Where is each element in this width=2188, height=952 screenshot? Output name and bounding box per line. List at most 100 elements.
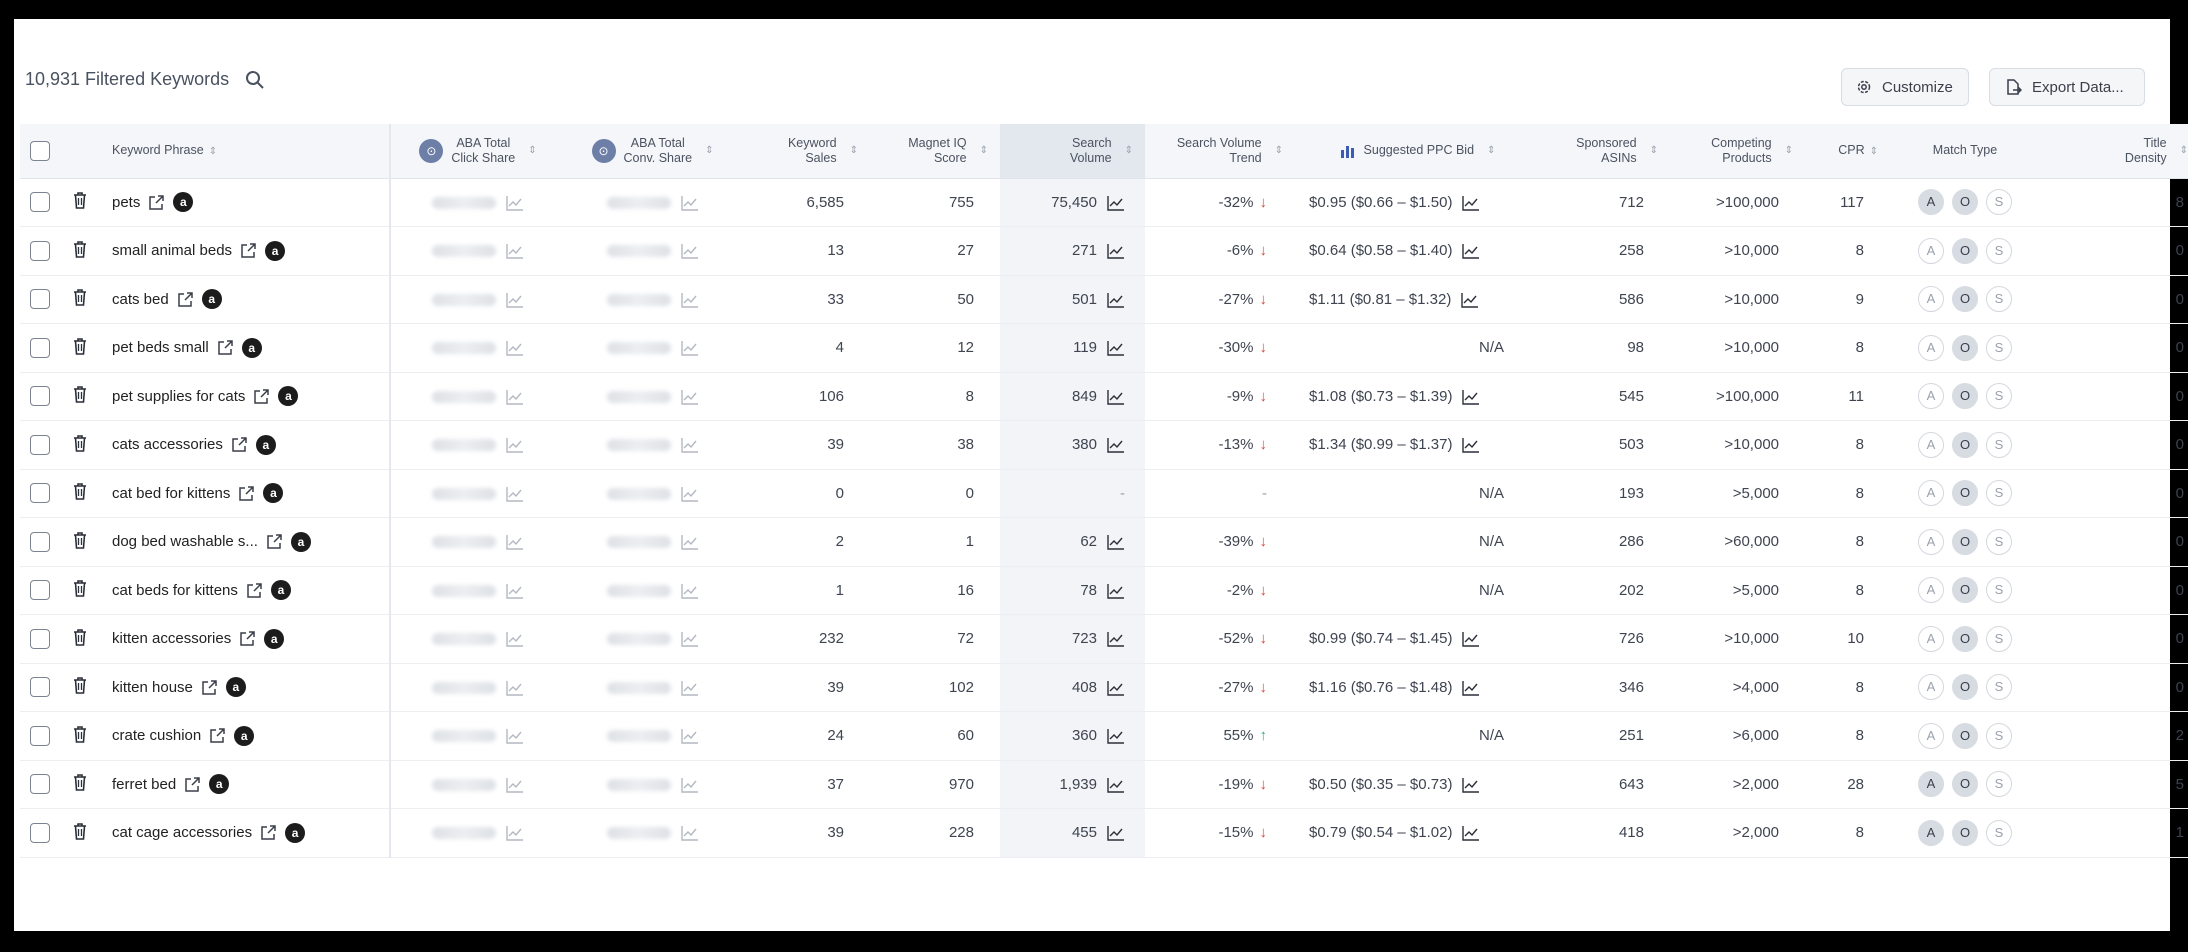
trend-chart-icon[interactable] bbox=[680, 631, 699, 647]
external-link-icon[interactable] bbox=[238, 485, 255, 502]
row-checkbox[interactable] bbox=[30, 580, 50, 601]
trend-chart-icon[interactable] bbox=[1107, 631, 1125, 647]
trend-chart-icon[interactable] bbox=[1107, 195, 1125, 211]
trend-chart-icon[interactable] bbox=[1462, 631, 1480, 647]
match-type-s-toggle[interactable]: S bbox=[1986, 480, 2012, 507]
row-checkbox[interactable] bbox=[30, 289, 50, 310]
match-type-s-toggle[interactable]: S bbox=[1986, 431, 2012, 458]
row-checkbox[interactable] bbox=[30, 434, 50, 455]
keyword-phrase[interactable]: cats bed bbox=[112, 290, 169, 308]
match-type-o-toggle[interactable]: O bbox=[1952, 819, 1978, 846]
match-type-s-toggle[interactable]: S bbox=[1986, 334, 2012, 361]
col-search-volume-trend[interactable]: Search Volume Trend ⇕ bbox=[1145, 124, 1295, 179]
match-type-a-toggle[interactable]: A bbox=[1918, 286, 1944, 313]
match-type-s-toggle[interactable]: S bbox=[1986, 528, 2012, 555]
trend-chart-icon[interactable] bbox=[506, 437, 524, 453]
amazon-icon[interactable]: a bbox=[263, 483, 284, 504]
trend-chart-icon[interactable] bbox=[1107, 437, 1125, 453]
match-type-s-toggle[interactable]: S bbox=[1986, 383, 2012, 410]
external-link-icon[interactable] bbox=[184, 776, 201, 793]
match-type-o-toggle[interactable]: O bbox=[1952, 189, 1978, 216]
external-link-icon[interactable] bbox=[209, 727, 226, 744]
match-type-a-toggle[interactable]: A bbox=[1918, 480, 1944, 507]
row-checkbox[interactable] bbox=[30, 386, 50, 407]
match-type-a-toggle[interactable]: A bbox=[1918, 819, 1944, 846]
external-link-icon[interactable] bbox=[231, 436, 248, 453]
match-type-a-toggle[interactable]: A bbox=[1918, 431, 1944, 458]
col-keyword-sales[interactable]: Keyword Sales ⇕ bbox=[740, 124, 870, 179]
match-type-s-toggle[interactable]: S bbox=[1986, 819, 2012, 846]
trend-chart-icon[interactable] bbox=[680, 243, 699, 259]
match-type-a-toggle[interactable]: A bbox=[1918, 577, 1944, 604]
trend-chart-icon[interactable] bbox=[1462, 825, 1480, 841]
trend-chart-icon[interactable] bbox=[1107, 340, 1125, 356]
match-type-a-toggle[interactable]: A bbox=[1918, 383, 1944, 410]
external-link-icon[interactable] bbox=[217, 339, 234, 356]
match-type-a-toggle[interactable]: A bbox=[1918, 528, 1944, 555]
match-type-o-toggle[interactable]: O bbox=[1952, 722, 1978, 749]
customize-button[interactable]: Customize bbox=[1841, 68, 1969, 106]
trash-icon[interactable] bbox=[72, 240, 88, 258]
trend-chart-icon[interactable] bbox=[680, 292, 699, 308]
trend-chart-icon[interactable] bbox=[1462, 680, 1480, 696]
match-type-s-toggle[interactable]: S bbox=[1986, 189, 2012, 216]
trend-chart-icon[interactable] bbox=[506, 631, 524, 647]
match-type-a-toggle[interactable]: A bbox=[1918, 625, 1944, 652]
keyword-phrase[interactable]: kitten house bbox=[112, 678, 193, 696]
match-type-o-toggle[interactable]: O bbox=[1952, 480, 1978, 507]
trend-chart-icon[interactable] bbox=[680, 340, 699, 356]
match-type-s-toggle[interactable]: S bbox=[1986, 286, 2012, 313]
trend-chart-icon[interactable] bbox=[506, 583, 524, 599]
match-type-o-toggle[interactable]: O bbox=[1952, 383, 1978, 410]
row-checkbox[interactable] bbox=[30, 531, 50, 552]
amazon-icon[interactable]: a bbox=[265, 240, 286, 261]
trend-chart-icon[interactable] bbox=[506, 340, 524, 356]
amazon-icon[interactable]: a bbox=[255, 434, 276, 455]
search-icon[interactable] bbox=[245, 70, 265, 90]
trend-chart-icon[interactable] bbox=[1107, 292, 1125, 308]
trash-icon[interactable] bbox=[72, 773, 88, 792]
trash-icon[interactable] bbox=[72, 288, 88, 307]
trend-chart-icon[interactable] bbox=[506, 825, 524, 841]
keyword-phrase[interactable]: pet supplies for cats bbox=[112, 387, 246, 405]
external-link-icon[interactable] bbox=[246, 582, 263, 599]
trend-chart-icon[interactable] bbox=[680, 195, 699, 211]
external-link-icon[interactable] bbox=[240, 242, 257, 259]
trash-icon[interactable] bbox=[72, 482, 88, 501]
trend-chart-icon[interactable] bbox=[1107, 243, 1125, 259]
keyword-phrase[interactable]: cat bed for kittens bbox=[112, 484, 231, 502]
col-suggested-ppc-bid[interactable]: Suggested PPC Bid ⇕ bbox=[1295, 124, 1540, 179]
match-type-a-toggle[interactable]: A bbox=[1918, 771, 1944, 798]
export-data-button[interactable]: Export Data... bbox=[1989, 68, 2145, 106]
trash-icon[interactable] bbox=[72, 531, 88, 549]
trend-chart-icon[interactable] bbox=[506, 195, 524, 211]
trend-chart-icon[interactable] bbox=[506, 728, 524, 744]
col-sponsored-asins[interactable]: Sponsored ASINs ⇕ bbox=[1540, 124, 1670, 179]
amazon-icon[interactable]: a bbox=[241, 337, 262, 358]
trend-chart-icon[interactable] bbox=[1462, 437, 1480, 453]
match-type-s-toggle[interactable]: S bbox=[1986, 577, 2012, 604]
match-type-o-toggle[interactable]: O bbox=[1952, 528, 1978, 555]
amazon-icon[interactable]: a bbox=[285, 822, 306, 843]
keyword-phrase[interactable]: ferret bed bbox=[112, 775, 177, 793]
match-type-a-toggle[interactable]: A bbox=[1918, 334, 1944, 361]
keyword-phrase[interactable]: cat beds for kittens bbox=[112, 581, 238, 599]
match-type-s-toggle[interactable]: S bbox=[1986, 625, 2012, 652]
trend-chart-icon[interactable] bbox=[680, 389, 699, 405]
trash-icon[interactable] bbox=[72, 822, 88, 840]
trend-chart-icon[interactable] bbox=[1107, 389, 1125, 405]
amazon-icon[interactable]: a bbox=[264, 628, 285, 649]
match-type-o-toggle[interactable]: O bbox=[1952, 286, 1978, 313]
match-type-s-toggle[interactable]: S bbox=[1986, 771, 2012, 798]
col-competing-products[interactable]: Competing Products ⇕ bbox=[1670, 124, 1805, 179]
trash-icon[interactable] bbox=[72, 628, 88, 646]
match-type-o-toggle[interactable]: O bbox=[1952, 674, 1978, 701]
trend-chart-icon[interactable] bbox=[680, 534, 699, 550]
col-aba-click-share[interactable]: ⊙ ABA Total Click Share ⇕ bbox=[389, 124, 565, 179]
keyword-phrase[interactable]: pets bbox=[112, 193, 141, 211]
keyword-phrase[interactable]: crate cushion bbox=[112, 727, 202, 745]
keyword-phrase[interactable]: kitten accessories bbox=[112, 630, 232, 648]
match-type-o-toggle[interactable]: O bbox=[1952, 625, 1978, 652]
amazon-icon[interactable]: a bbox=[209, 774, 230, 795]
external-link-icon[interactable] bbox=[177, 291, 194, 308]
